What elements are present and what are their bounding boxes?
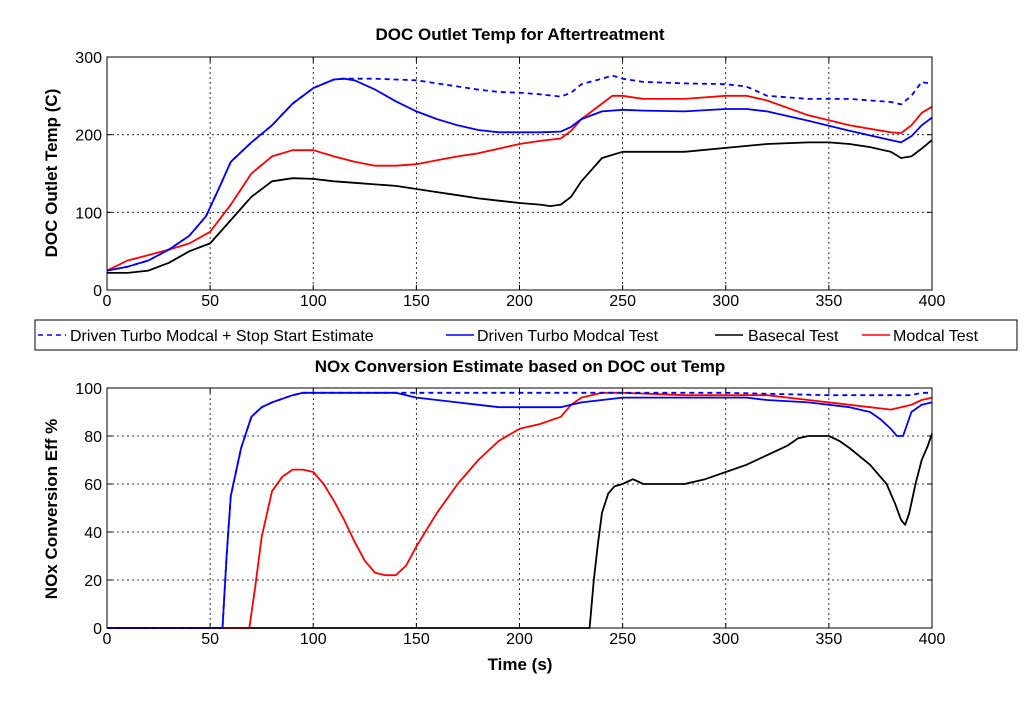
chart-bottom-ytick-label: 60 [84,477,102,494]
chart-top: DOC Outlet Temp for Aftertreatment DOC O… [42,25,945,310]
legend-box [34,319,1018,351]
chart-bottom-xtick-label: 100 [300,631,327,648]
legend-item-0: Driven Turbo Modcal + Stop Start Estimat… [38,328,374,345]
chart-bottom-ytick-label: 0 [93,621,102,638]
chart-bottom-xtick-label: 200 [506,631,533,648]
chart-top-ylabel: DOC Outlet Temp (C) [42,89,61,258]
chart-bottom-xtick-label: 150 [403,631,430,648]
chart-top-ytick-label: 100 [75,205,102,222]
chart-top-title: DOC Outlet Temp for Aftertreatment [375,25,664,44]
chart-bottom-series [107,391,933,629]
chart-top-ytick-label: 0 [93,283,102,300]
chart-bottom-xtick-label: 50 [201,631,219,648]
chart-bottom-ytick-label: 100 [75,381,102,398]
chart-top-series-1 [106,77,933,272]
chart-bottom-series-0 [107,391,932,629]
chart-top-xtick-label: 200 [506,293,533,310]
chart-bottom-xtick-label: 300 [712,631,739,648]
chart-top-xtick-label: 50 [201,293,219,310]
chart-bottom-ytick-label: 20 [84,573,102,590]
legend: Driven Turbo Modcal + Stop Start Estimat… [34,319,1018,351]
chart-top-grid [107,57,932,290]
legend-item-3: Modcal Test [862,328,979,345]
chart-bottom-xtick-label: 350 [816,631,843,648]
chart-bottom-xtick-label: 400 [919,631,946,648]
chart-top-xtick-label: 300 [712,293,739,310]
legend-item-2: Basecal Test [715,328,839,345]
chart-bottom-ticks: 0 50 100 150 200 250 300 350 400 0 20 40 60 80 100 [75,381,945,648]
chart-bottom-title: NOx Conversion Estimate based on DOC out… [315,357,726,376]
chart-top-series [106,74,933,274]
chart-bottom-ylabel: NOx Conversion Eff % [42,419,61,599]
chart-bottom-xtick-label: 250 [609,631,636,648]
chart-top-series-3 [106,94,933,272]
chart-top-series-2 [107,139,933,274]
chart-bottom-ytick-label: 80 [84,429,102,446]
chart-top-ytick-label: 200 [75,128,102,145]
chart-top-xtick-label: 100 [300,293,327,310]
chart-bottom-series-2 [107,433,933,629]
chart-top-xtick-label: 150 [403,293,430,310]
chart-bottom-ytick-label: 40 [84,525,102,542]
chart-top-xtick-label: 350 [816,293,843,310]
chart-top-ticks: 0 50 100 150 200 250 300 350 400 0 100 200 300 [75,50,945,310]
legend-label-2: Basecal Test [748,328,839,345]
chart-top-xtick-label: 0 [103,293,112,310]
chart-top-ytick-label: 300 [75,50,102,67]
chart-bottom: NOx Conversion Estimate based on DOC out… [42,357,945,674]
legend-label-3: Modcal Test [893,328,979,345]
chart-bottom-xlabel: Time (s) [488,655,553,674]
legend-label-0: Driven Turbo Modcal + Stop Start Estimat… [70,328,374,345]
chart-top-xtick-label: 400 [919,293,946,310]
chart-top-xtick-label: 250 [609,293,636,310]
legend-item-1: Driven Turbo Modcal Test [446,328,659,345]
chart-top-series-0 [106,74,933,272]
legend-label-1: Driven Turbo Modcal Test [477,328,659,345]
chart-bottom-series-3 [107,391,933,629]
chart-bottom-xtick-label: 0 [103,631,112,648]
